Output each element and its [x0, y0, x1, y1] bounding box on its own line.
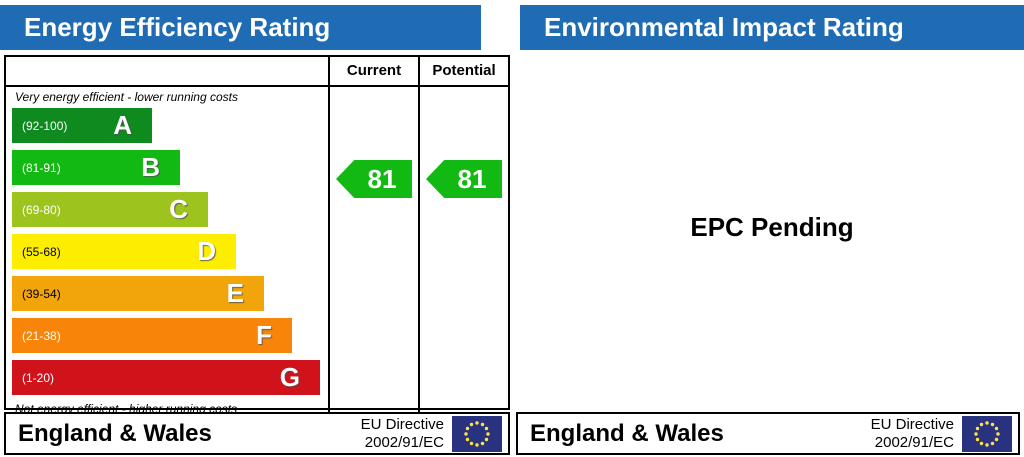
region-label: England & Wales	[530, 419, 724, 447]
potential-rating-cell: 81	[418, 87, 508, 416]
energy-efficiency-header: Energy Efficiency Rating	[0, 5, 481, 50]
current-rating-value: 81	[367, 163, 397, 194]
left-footer: England & Wales EU Directive 2002/91/EC	[4, 412, 510, 455]
band-letter: F	[256, 320, 272, 350]
current-column-header: Current	[328, 57, 418, 87]
top-note: Very energy efficient - lower running co…	[15, 90, 238, 104]
band-letter: E	[226, 278, 244, 308]
epc-pending-text: EPC Pending	[690, 212, 854, 242]
band-range-label: (55-68)	[22, 244, 61, 259]
band-range-label: (21-38)	[22, 328, 61, 343]
eu-directive-text: EU Directive 2002/91/EC	[870, 416, 954, 451]
potential-column-header: Potential	[418, 57, 508, 87]
band-letter: G	[279, 362, 300, 392]
potential-rating-value: 81	[457, 163, 487, 194]
rating-bands-area: Very energy efficient - lower running co…	[6, 87, 328, 416]
band-row-g: (1-20) G	[12, 360, 320, 395]
current-rating-arrow: 81	[336, 160, 412, 198]
bands-container: (92-100) A (81-91) B (69-80) C (55-68) D (39-54)…	[12, 108, 322, 395]
band-column-header-empty	[6, 57, 328, 87]
band-row-f: (21-38) F	[12, 318, 292, 353]
band-row-b: (81-91) B	[12, 150, 180, 185]
band-range-label: (81-91)	[22, 160, 61, 175]
environmental-impact-header: Environmental Impact Rating	[520, 5, 1024, 50]
band-row-e: (39-54) E	[12, 276, 264, 311]
current-rating-cell: 81	[328, 87, 418, 416]
potential-rating-arrow: 81	[426, 160, 502, 198]
band-letter: A	[113, 110, 132, 140]
band-row-c: (69-80) C	[12, 192, 208, 227]
eu-directive-text: EU Directive 2002/91/EC	[360, 416, 444, 451]
region-label: England & Wales	[18, 419, 212, 447]
band-range-label: (1-20)	[22, 370, 55, 385]
band-range-label: (69-80)	[22, 202, 61, 217]
band-letter: D	[197, 236, 216, 266]
band-row-d: (55-68) D	[12, 234, 236, 269]
right-footer: England & Wales EU Directive 2002/91/EC	[516, 412, 1020, 455]
band-row-a: (92-100) A	[12, 108, 152, 143]
eu-flag-icon	[962, 415, 1012, 452]
band-letter: C	[169, 194, 188, 224]
band-range-label: (92-100)	[22, 118, 68, 133]
band-range-label: (39-54)	[22, 286, 61, 301]
eu-flag-icon	[452, 415, 502, 452]
band-letter: B	[141, 152, 160, 182]
energy-efficiency-table: Current Potential Very energy efficient …	[4, 55, 510, 416]
